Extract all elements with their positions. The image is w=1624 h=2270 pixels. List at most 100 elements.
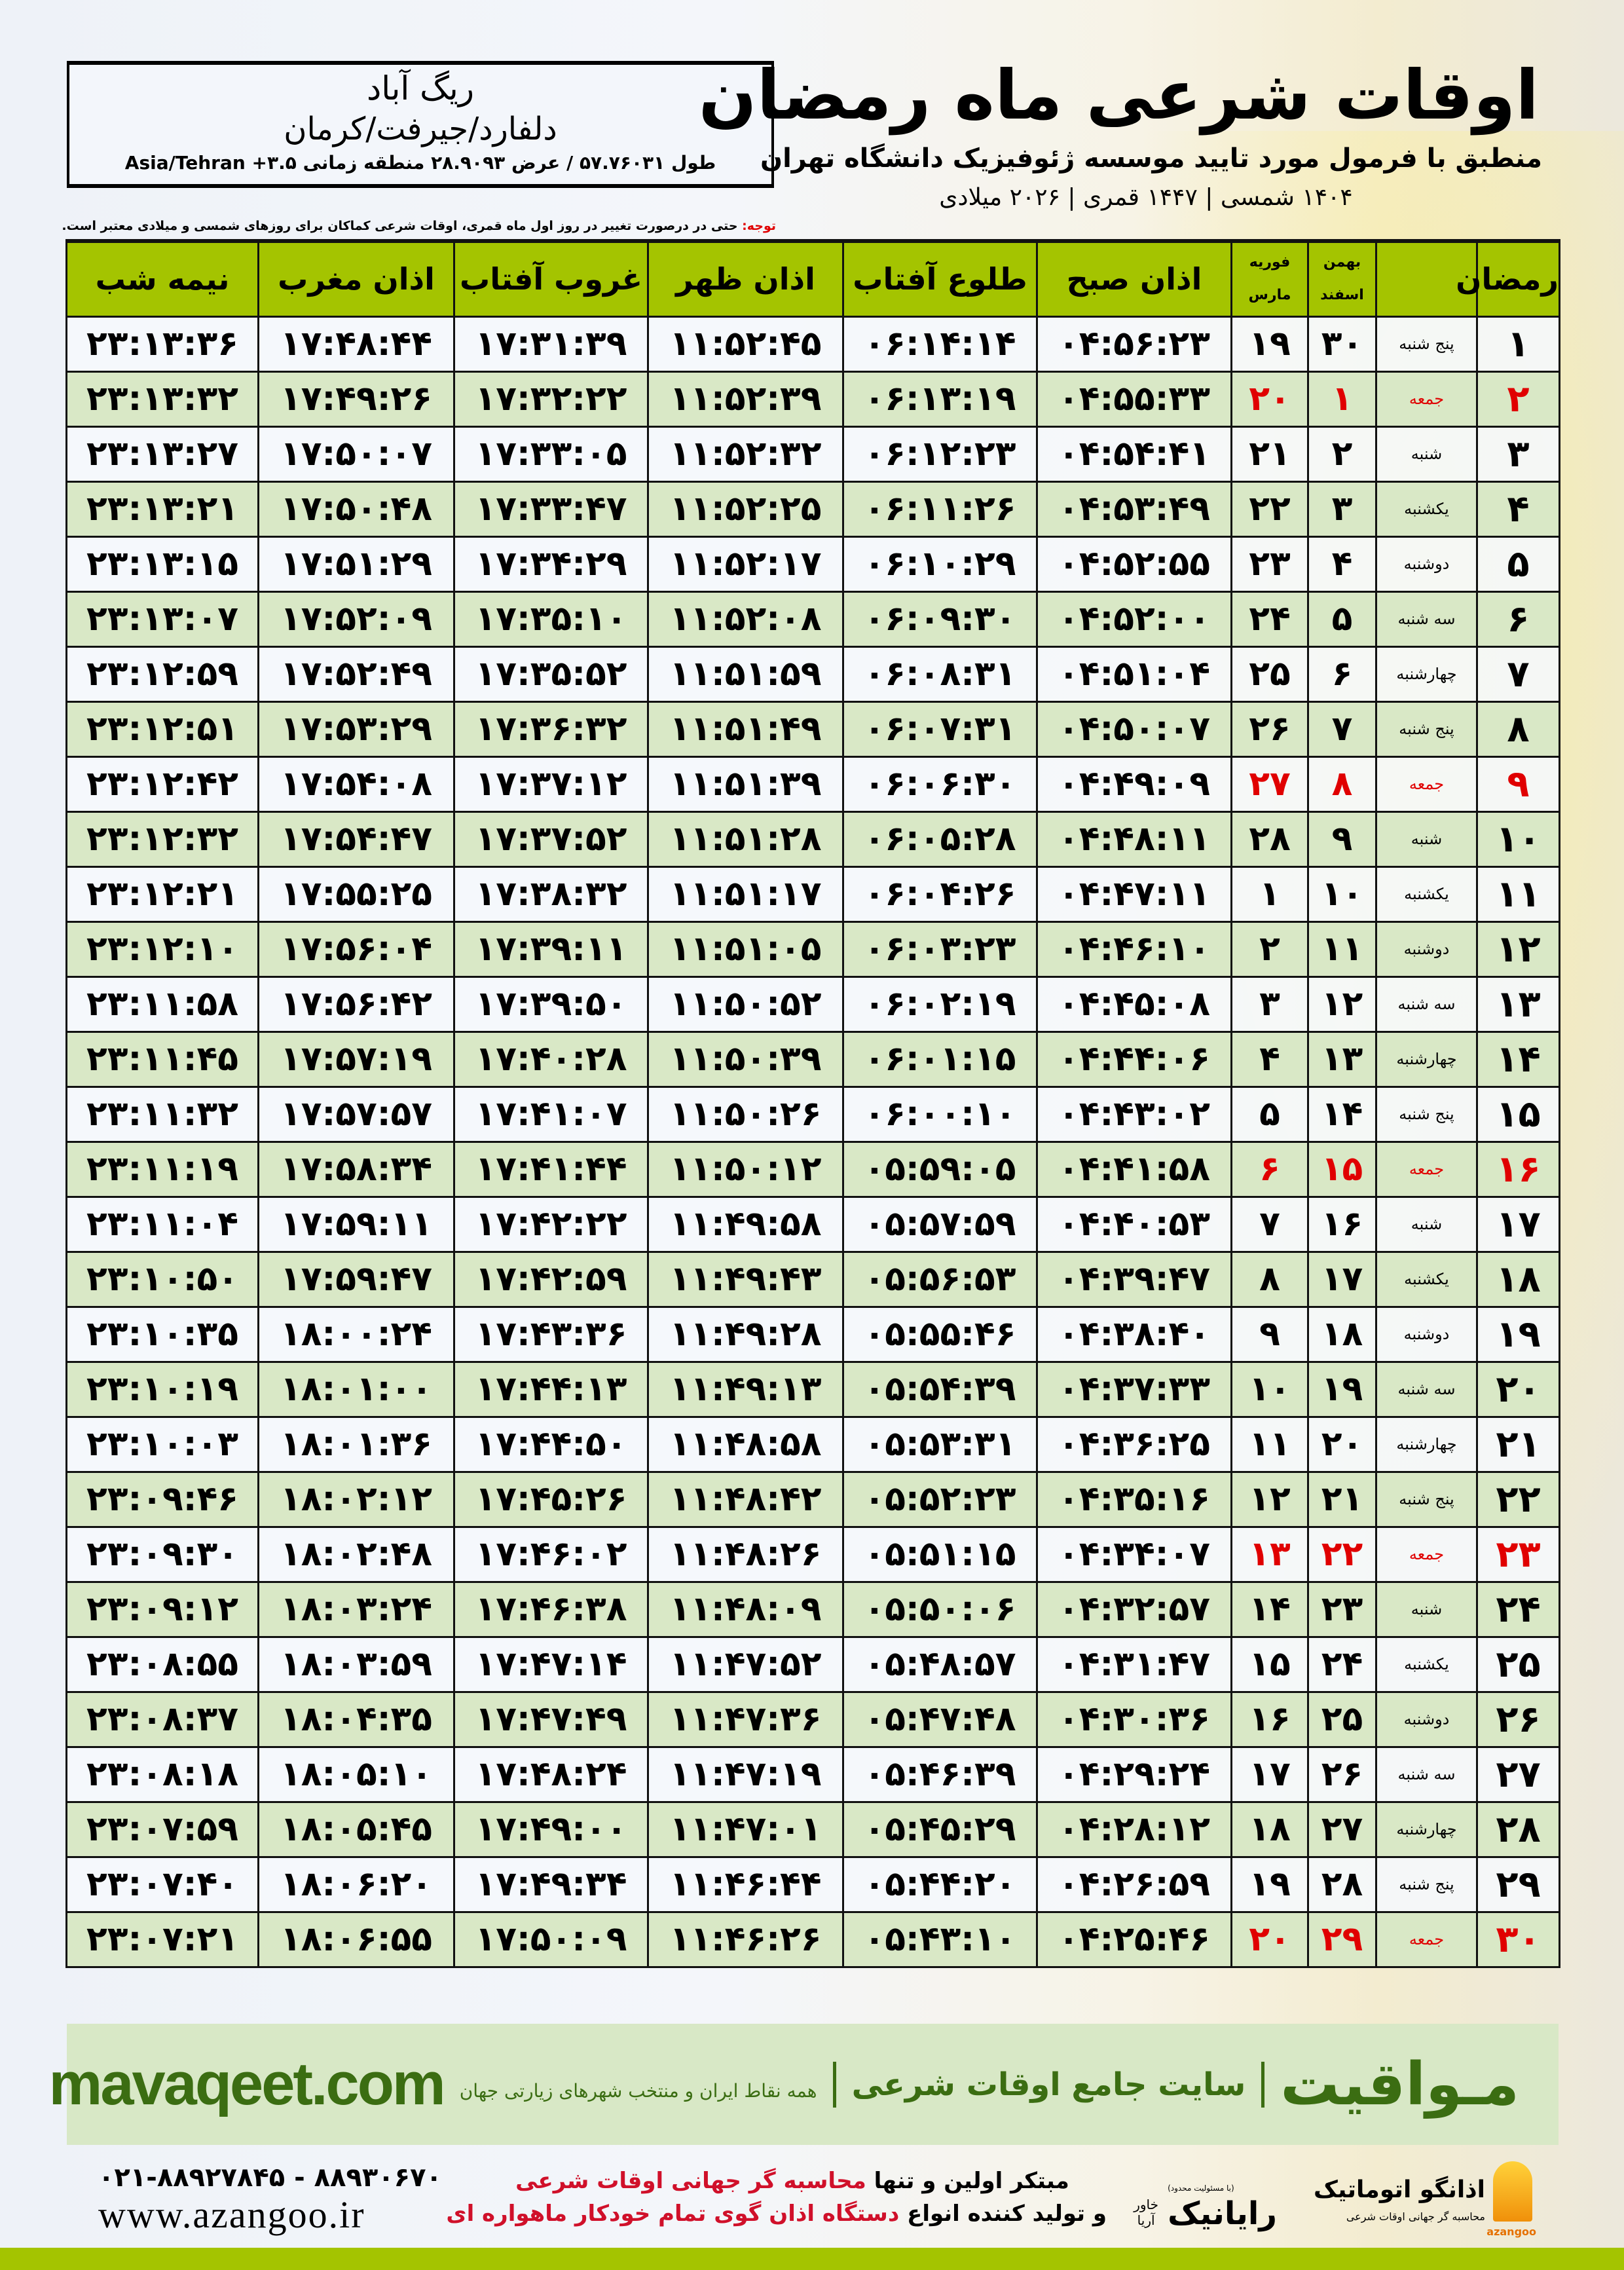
cell-shamsi: ۲۸ <box>1307 1855 1377 1913</box>
cell-sobh: ۰۴:۳۶:۲۵ <box>1036 1415 1232 1473</box>
rayanik-sub: خاور آریا <box>1134 2197 1158 2228</box>
cell-sobh: ۰۴:۳۴:۰۷ <box>1036 1525 1232 1583</box>
cell-nime: ۲۳:۱۰:۵۰ <box>65 1250 259 1308</box>
cell-shamsi: ۱۱ <box>1307 920 1377 978</box>
cell-sobh: ۰۴:۳۹:۴۷ <box>1036 1250 1232 1308</box>
cell-maghreb: ۱۷:۵۹:۴۷ <box>257 1250 455 1308</box>
table-row: ۲۳ جمعه ۲۲ ۱۳ ۰۴:۳۴:۰۷ ۰۵:۵۱:۱۵ ۱۱:۴۸:۲۶ ۱۷:۴۶:… <box>65 1525 1560 1583</box>
cell-weekday: دوشنبه <box>1375 920 1478 978</box>
cell-maghreb: ۱۷:۵۴:۰۸ <box>257 755 455 813</box>
cell-nime: ۲۳:۱۱:۱۹ <box>65 1140 259 1198</box>
cell-tolu: ۰۵:۵۲:۲۳ <box>842 1470 1038 1528</box>
cell-nime: ۲۳:۱۳:۰۷ <box>65 590 259 648</box>
cell-miladi: ۲ <box>1230 920 1309 978</box>
col-ghorub: غروب آفتاب <box>453 239 649 318</box>
cell-miladi: ۱۶ <box>1230 1690 1309 1748</box>
cell-weekday: چهارشنبه <box>1375 1030 1478 1088</box>
table-row: ۲۰ سه شنبه ۱۹ ۱۰ ۰۴:۳۷:۳۳ ۰۵:۵۴:۳۹ ۱۱:۴۹:۱۳ ۱۷:… <box>65 1360 1560 1418</box>
cell-tolu: ۰۵:۵۰:۰۶ <box>842 1580 1038 1638</box>
cell-sobh: ۰۴:۵۴:۴۱ <box>1036 425 1232 483</box>
cell-zohr: ۱۱:۵۱:۲۸ <box>647 810 844 868</box>
cell-zohr: ۱۱:۵۱:۱۷ <box>647 865 844 923</box>
col-weekday <box>1375 239 1478 318</box>
cell-shamsi: ۱۴ <box>1307 1085 1377 1143</box>
cell-miladi: ۱۷ <box>1230 1745 1309 1803</box>
cell-weekday: یکشنبه <box>1375 1635 1478 1693</box>
cell-ramadan: ۲۵ <box>1476 1635 1560 1693</box>
cell-shamsi: ۱ <box>1307 370 1377 428</box>
cell-nime: ۲۳:۰۸:۱۸ <box>65 1745 259 1803</box>
cell-ramadan: ۲۳ <box>1476 1525 1560 1583</box>
cell-weekday: یکشنبه <box>1375 1250 1478 1308</box>
cell-nime: ۲۳:۱۲:۳۲ <box>65 810 259 868</box>
table-row: ۲۲ پنج شنبه ۲۱ ۱۲ ۰۴:۳۵:۱۶ ۰۵:۵۲:۲۳ ۱۱:۴۸:۴۲ ۱۷… <box>65 1470 1560 1528</box>
col-sobh: اذان صبح <box>1036 239 1232 318</box>
contact-info: ۰۲۱-۸۸۹۲۷۸۴۵ - ۸۸۹۳۰۶۷۰ www.azangoo.ir <box>98 2161 442 2236</box>
table-row: ۳ شنبه ۲ ۲۱ ۰۴:۵۴:۴۱ ۰۶:۱۲:۲۳ ۱۱:۵۲:۳۲ ۱۷:۳۳:۰۵… <box>65 425 1560 483</box>
cell-ghorub: ۱۷:۴۲:۵۹ <box>453 1250 649 1308</box>
cell-zohr: ۱۱:۴۸:۴۲ <box>647 1470 844 1528</box>
cell-sobh: ۰۴:۴۰:۵۳ <box>1036 1195 1232 1253</box>
cell-miladi: ۲۴ <box>1230 590 1309 648</box>
cell-weekday: دوشنبه <box>1375 1690 1478 1748</box>
cell-shamsi: ۲۵ <box>1307 1690 1377 1748</box>
cell-weekday: چهارشنبه <box>1375 1800 1478 1858</box>
cell-maghreb: ۱۷:۵۶:۰۴ <box>257 920 455 978</box>
cell-maghreb: ۱۷:۴۸:۴۴ <box>257 315 455 373</box>
cell-ghorub: ۱۷:۴۷:۴۹ <box>453 1690 649 1748</box>
cell-tolu: ۰۶:۰۲:۱۹ <box>842 975 1038 1033</box>
mavaqeet-url[interactable]: mavaqeet.com <box>48 2051 446 2117</box>
azangoo-slogan: مبتکر اولین و تنها محاسبه گر جهانی اوقات… <box>446 2165 1107 2230</box>
cell-weekday: شنبه <box>1375 425 1478 483</box>
city-name: ریگ آباد <box>366 69 474 107</box>
cell-ghorub: ۱۷:۴۹:۰۰ <box>453 1800 649 1858</box>
cell-miladi: ۱ <box>1230 865 1309 923</box>
cell-shamsi: ۶ <box>1307 645 1377 703</box>
rayanik-logo: (با مسئولیت محدود) رایانیک خاور آریا <box>1113 2161 1277 2233</box>
cell-sobh: ۰۴:۵۶:۲۳ <box>1036 315 1232 373</box>
cell-zohr: ۱۱:۵۰:۵۲ <box>647 975 844 1033</box>
cell-weekday: چهارشنبه <box>1375 1415 1478 1473</box>
cell-nime: ۲۳:۱۳:۲۱ <box>65 480 259 538</box>
table-row: ۲۷ سه شنبه ۲۶ ۱۷ ۰۴:۲۹:۲۴ ۰۵:۴۶:۳۹ ۱۱:۴۷:۱۹ ۱۷:… <box>65 1745 1560 1803</box>
cell-weekday: جمعه <box>1375 1140 1478 1198</box>
cell-maghreb: ۱۸:۰۲:۴۸ <box>257 1525 455 1583</box>
col-tolu: طلوع آفتاب <box>842 239 1038 318</box>
cell-maghreb: ۱۷:۵۰:۰۷ <box>257 425 455 483</box>
cell-ramadan: ۱۳ <box>1476 975 1560 1033</box>
cell-nime: ۲۳:۰۷:۵۹ <box>65 1800 259 1858</box>
cell-miladi: ۲۰ <box>1230 1910 1309 1968</box>
col-miladi: فوریه مارس <box>1230 239 1309 318</box>
minaret-icon <box>1493 2161 1532 2222</box>
cell-shamsi: ۱۸ <box>1307 1305 1377 1363</box>
cell-ghorub: ۱۷:۳۴:۲۹ <box>453 535 649 593</box>
cell-zohr: ۱۱:۵۲:۲۵ <box>647 480 844 538</box>
azangoo-name: اذانگو اتوماتیک <box>1313 2176 1485 2203</box>
cell-weekday: سه شنبه <box>1375 590 1478 648</box>
table-row: ۹ جمعه ۸ ۲۷ ۰۴:۴۹:۰۹ ۰۶:۰۶:۳۰ ۱۱:۵۱:۳۹ ۱۷:۳۷:۱۲… <box>65 755 1560 813</box>
cell-nime: ۲۳:۱۱:۴۵ <box>65 1030 259 1088</box>
cell-miladi: ۴ <box>1230 1030 1309 1088</box>
cell-maghreb: ۱۸:۰۴:۳۵ <box>257 1690 455 1748</box>
phone-numbers: ۰۲۱-۸۸۹۲۷۸۴۵ - ۸۸۹۳۰۶۷۰ <box>98 2163 442 2193</box>
azangoo-url[interactable]: www.azangoo.ir <box>98 2193 365 2236</box>
cell-zohr: ۱۱:۵۱:۵۹ <box>647 645 844 703</box>
cell-weekday: جمعه <box>1375 755 1478 813</box>
cell-shamsi: ۲۶ <box>1307 1745 1377 1803</box>
cell-zohr: ۱۱:۵۲:۳۹ <box>647 370 844 428</box>
cell-ramadan: ۲۰ <box>1476 1360 1560 1418</box>
cell-ghorub: ۱۷:۴۴:۵۰ <box>453 1415 649 1473</box>
cell-shamsi: ۳۰ <box>1307 315 1377 373</box>
cell-miladi: ۲۶ <box>1230 700 1309 758</box>
cell-miladi: ۸ <box>1230 1250 1309 1308</box>
cell-maghreb: ۱۸:۰۱:۰۰ <box>257 1360 455 1418</box>
cell-tolu: ۰۵:۵۱:۱۵ <box>842 1525 1038 1583</box>
cell-ramadan: ۴ <box>1476 480 1560 538</box>
cell-miladi: ۱۰ <box>1230 1360 1309 1418</box>
cell-shamsi: ۱۲ <box>1307 975 1377 1033</box>
table-row: ۷ چهارشنبه ۶ ۲۵ ۰۴:۵۱:۰۴ ۰۶:۰۸:۳۱ ۱۱:۵۱:۵۹ ۱۷:۳… <box>65 645 1560 703</box>
divider <box>1261 2061 1265 2108</box>
cell-shamsi: ۲۷ <box>1307 1800 1377 1858</box>
rayanik-name: رایانیک <box>1168 2195 1277 2232</box>
cell-zohr: ۱۱:۵۱:۳۹ <box>647 755 844 813</box>
